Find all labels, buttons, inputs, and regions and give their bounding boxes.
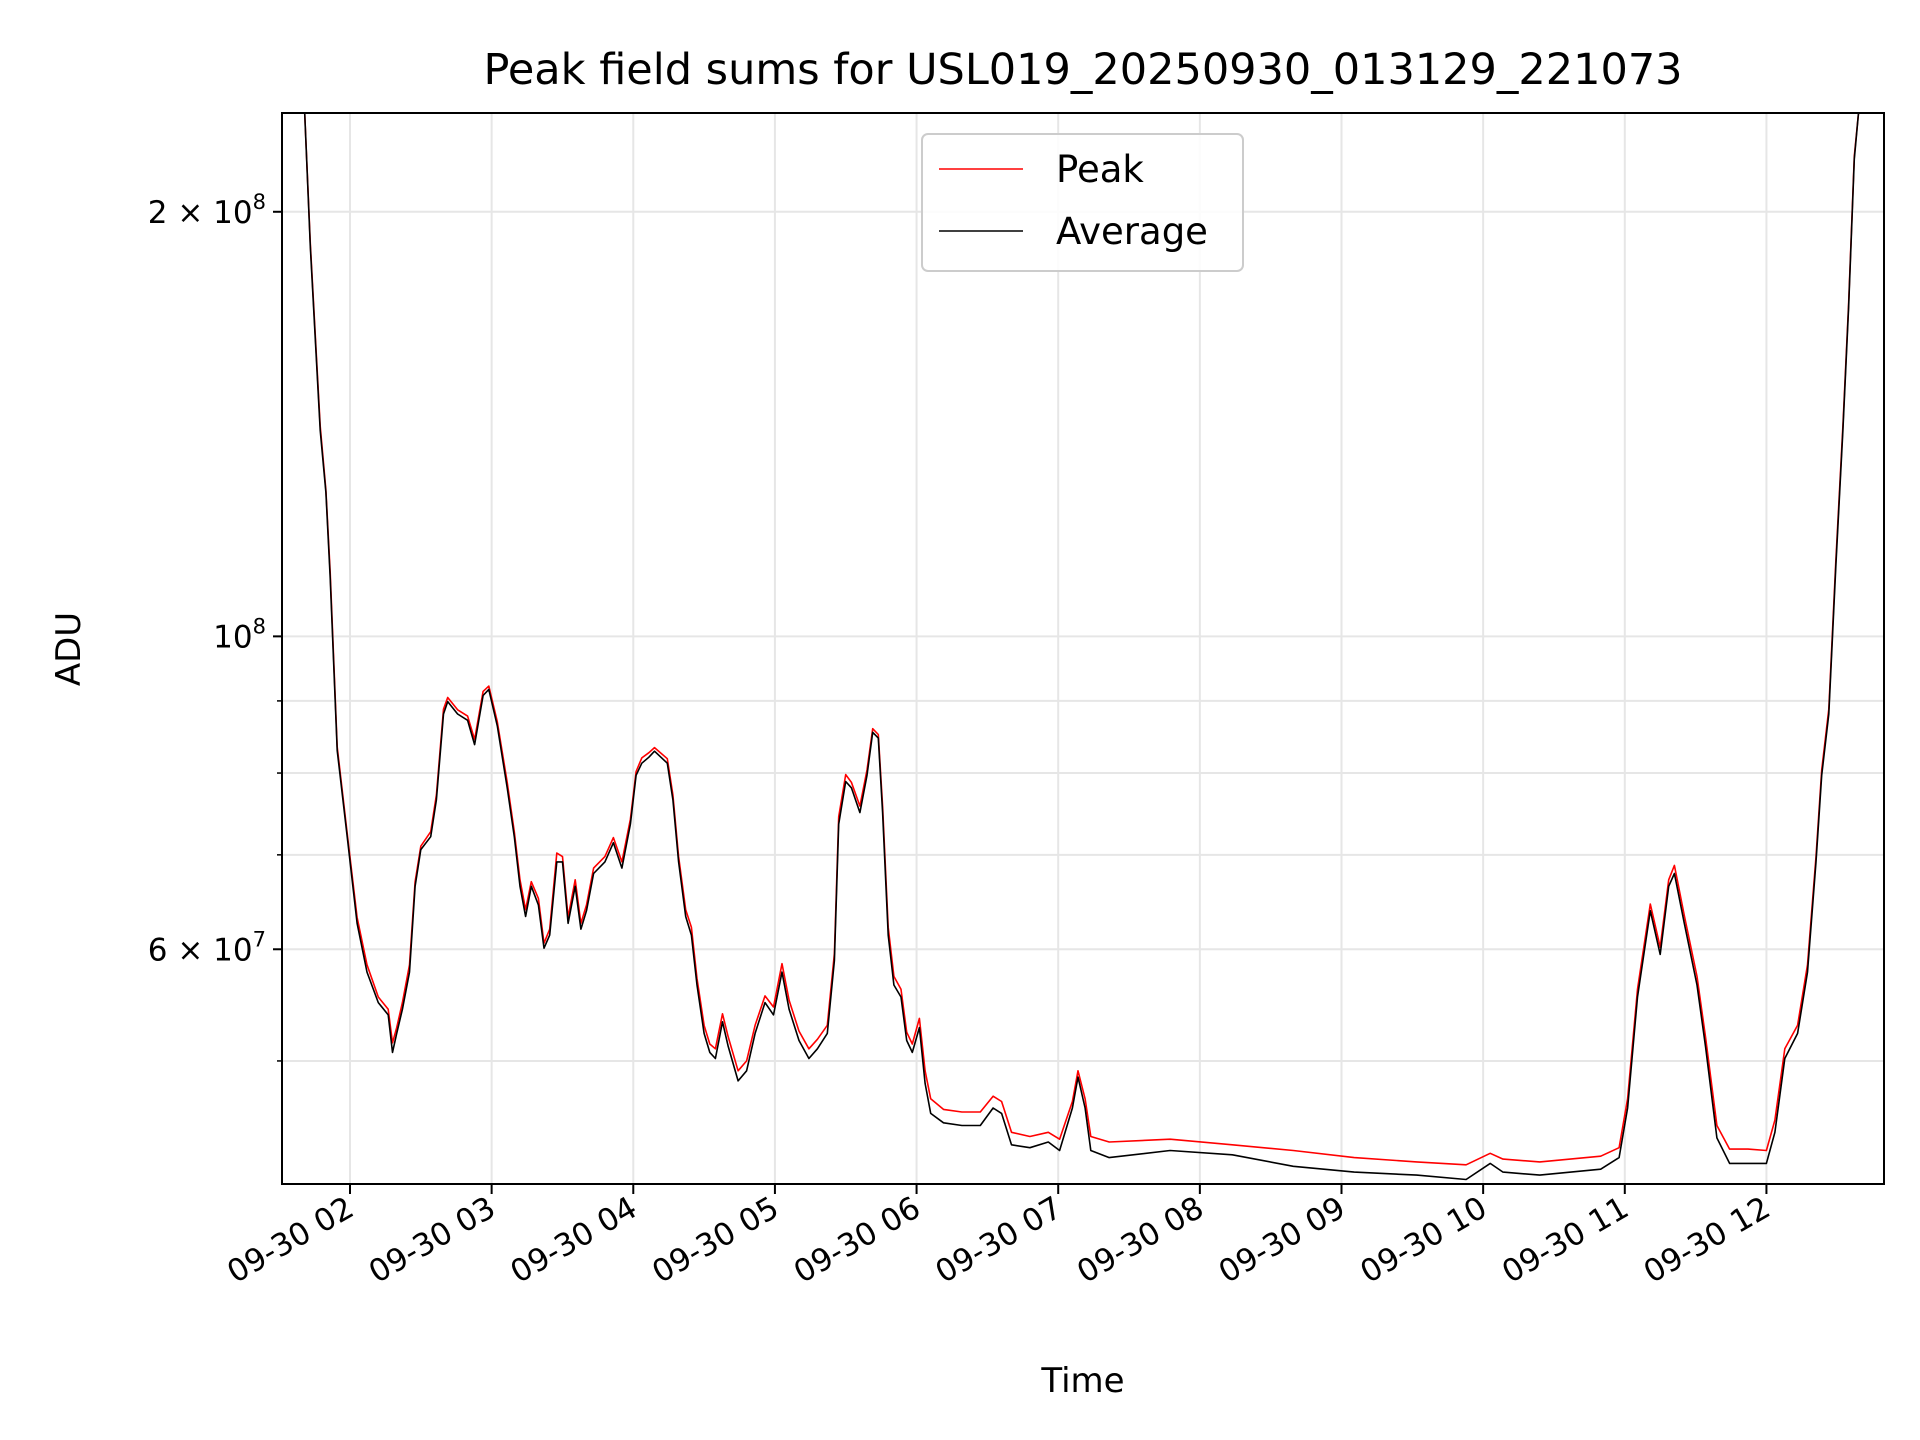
- legend-average-label: Average: [1056, 210, 1208, 253]
- y-tick-exponent: 7: [253, 927, 266, 951]
- y-tick-label: 108: [213, 614, 266, 655]
- series-average-line: [284, 113, 1884, 1181]
- x-axis-label: Time: [1040, 1361, 1124, 1401]
- grid: [282, 113, 1884, 1184]
- y-tick-mantissa: 2 × 10: [148, 195, 253, 231]
- y-axis-label: ADU: [49, 612, 89, 686]
- plot-lines: [284, 113, 1884, 1181]
- series-peak-line: [284, 113, 1884, 1166]
- y-tick-mantissa: 6 × 10: [148, 932, 253, 968]
- y-tick-exponent: 8: [253, 614, 266, 638]
- chart-title: Peak field sums for USL019_20250930_0131…: [483, 45, 1682, 95]
- y-tick-exponent: 8: [253, 190, 266, 214]
- y-tick-label: 2 × 108: [148, 190, 266, 231]
- y-tick-label: 6 × 107: [148, 927, 266, 968]
- axes-frame: [281, 112, 1885, 1185]
- y-tick-mantissa: 10: [213, 619, 252, 655]
- legend: Peak Average: [921, 133, 1244, 272]
- legend-peak-label: Peak: [1056, 148, 1144, 191]
